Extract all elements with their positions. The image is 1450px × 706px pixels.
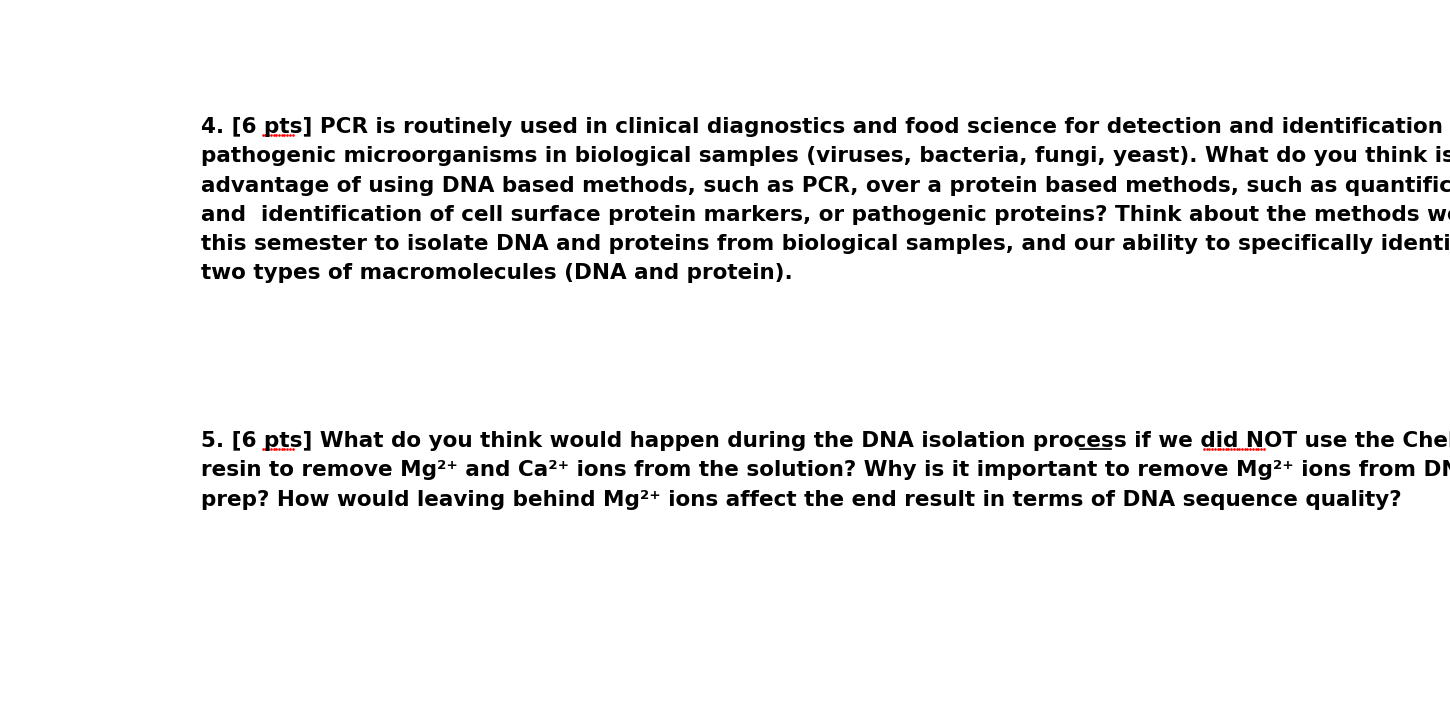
Text: 4. [6 pts] PCR is routinely used in clinical diagnostics and food science for de: 4. [6 pts] PCR is routinely used in clin… [200,117,1450,137]
Text: this semester to isolate DNA and proteins from biological samples, and our abili: this semester to isolate DNA and protein… [200,234,1450,254]
Text: resin to remove Mg²⁺ and Ca²⁺ ions from the solution? Why is it important to rem: resin to remove Mg²⁺ and Ca²⁺ ions from … [200,460,1450,481]
Text: prep? How would leaving behind Mg²⁺ ions affect the end result in terms of DNA s: prep? How would leaving behind Mg²⁺ ions… [200,490,1401,510]
Text: pathogenic microorganisms in biological samples (viruses, bacteria, fungi, yeast: pathogenic microorganisms in biological … [200,146,1450,167]
Text: two types of macromolecules (DNA and protein).: two types of macromolecules (DNA and pro… [200,263,792,283]
Text: advantage of using DNA based methods, such as PCR, over a protein based methods,: advantage of using DNA based methods, su… [200,176,1450,196]
Text: 5. [6 pts] What do you think would happen during the DNA isolation process if we: 5. [6 pts] What do you think would happe… [200,431,1450,451]
Text: and  identification of cell surface protein markers, or pathogenic proteins? Thi: and identification of cell surface prote… [200,205,1450,225]
